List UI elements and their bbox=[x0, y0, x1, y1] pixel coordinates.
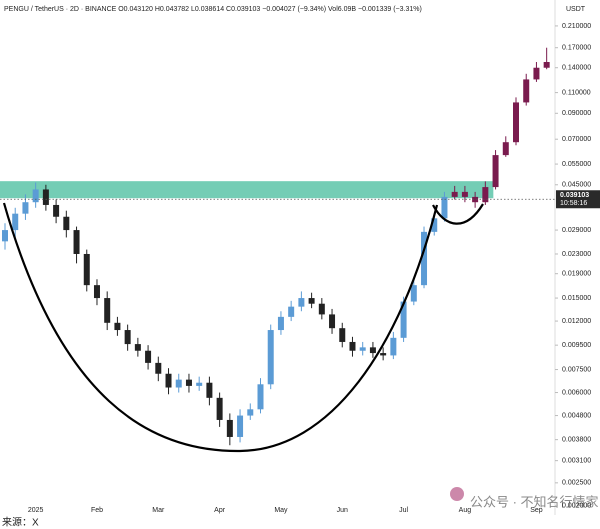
candle-body bbox=[134, 344, 141, 351]
y-tick-label: 0.009500 bbox=[562, 342, 591, 349]
candle-body bbox=[308, 298, 315, 304]
handle-curve bbox=[432, 203, 484, 225]
candle-body bbox=[206, 382, 213, 398]
candle-body bbox=[472, 196, 479, 203]
candle-body bbox=[175, 379, 182, 388]
candle-body bbox=[329, 314, 336, 329]
y-tick-label: 0.090000 bbox=[562, 110, 591, 117]
candle-body bbox=[369, 347, 376, 354]
y-tick-label: 0.045000 bbox=[562, 182, 591, 189]
candle-body bbox=[114, 322, 121, 331]
candle-body bbox=[53, 204, 60, 217]
watermark-text: 公众号 · 不知名行情家 bbox=[470, 494, 599, 509]
candle-body bbox=[298, 298, 305, 307]
x-tick-label: Feb bbox=[91, 507, 103, 514]
x-tick-label: May bbox=[274, 507, 288, 514]
candle-body bbox=[318, 303, 325, 315]
candle-body bbox=[288, 306, 295, 317]
last-time: 10:58:16 bbox=[560, 200, 587, 207]
x-tick-label: Jul bbox=[399, 507, 408, 514]
candle-body bbox=[533, 67, 540, 80]
candle-body bbox=[410, 285, 417, 302]
x-tick-label: 2025 bbox=[28, 507, 44, 514]
candle-body bbox=[421, 231, 428, 286]
candle-body bbox=[155, 362, 162, 374]
x-tick-label: Apr bbox=[214, 507, 226, 514]
candle-body bbox=[196, 382, 203, 386]
y-tick-label: 0.170000 bbox=[562, 45, 591, 52]
candle-body bbox=[22, 202, 29, 214]
candle-body bbox=[380, 353, 387, 356]
candle-body bbox=[73, 230, 80, 254]
candle-body bbox=[42, 189, 49, 205]
last-price: 0.039103 bbox=[560, 192, 589, 199]
candle-body bbox=[247, 409, 254, 416]
y-tick-label: 0.140000 bbox=[562, 65, 591, 72]
y-tick-label: 0.210000 bbox=[562, 23, 591, 30]
candle-body bbox=[165, 373, 172, 388]
x-tick-label: Jun bbox=[337, 507, 348, 514]
watermark: 公众号 · 不知名行情家 bbox=[450, 487, 599, 509]
candle-body bbox=[461, 191, 468, 197]
candle-body bbox=[226, 419, 233, 437]
y-tick-label: 0.012000 bbox=[562, 318, 591, 325]
candle-body bbox=[400, 301, 407, 338]
candle-body bbox=[237, 415, 244, 437]
y-tick-label: 0.029000 bbox=[562, 227, 591, 234]
candle-body bbox=[63, 216, 70, 231]
y-tick-label: 0.110000 bbox=[562, 89, 591, 96]
candle-body bbox=[2, 230, 8, 242]
y-tick-label: 0.002500 bbox=[562, 480, 591, 487]
y-tick-label: 0.019000 bbox=[562, 271, 591, 278]
candle-body bbox=[543, 61, 550, 68]
candle-body bbox=[359, 347, 366, 351]
last-price-box bbox=[556, 190, 600, 209]
y-tick-label: 0.002000 bbox=[562, 503, 591, 510]
candle-body bbox=[12, 213, 19, 231]
candle-body bbox=[390, 337, 397, 356]
candle-body bbox=[523, 79, 530, 103]
candle-body bbox=[185, 379, 192, 386]
candle-body bbox=[104, 298, 111, 323]
candle-body bbox=[441, 196, 448, 219]
header: PENGU / TetherUS · 2D · BINANCE O0.04312… bbox=[4, 6, 422, 13]
candle-body bbox=[216, 397, 223, 420]
cup-curve bbox=[2, 202, 439, 453]
watermark-icon bbox=[450, 487, 464, 501]
candle-body bbox=[492, 155, 499, 188]
y-tick-label: 0.070000 bbox=[562, 136, 591, 143]
candle-body bbox=[431, 218, 438, 232]
y-tick-label: 0.023000 bbox=[562, 251, 591, 258]
resistance-zone bbox=[0, 181, 494, 199]
candle-body bbox=[124, 330, 131, 345]
y-tick-label: 0.007500 bbox=[562, 366, 591, 373]
candle-body bbox=[482, 187, 489, 203]
candle-body bbox=[339, 328, 346, 342]
candle-body bbox=[349, 341, 356, 351]
candle-body bbox=[32, 189, 39, 203]
y-tick-label: 0.006000 bbox=[562, 389, 591, 396]
candle-body bbox=[451, 191, 458, 197]
candle-body bbox=[257, 384, 264, 410]
currency: USDT bbox=[566, 6, 586, 13]
candle-body bbox=[277, 316, 284, 331]
x-tick-label: Sep bbox=[530, 507, 543, 514]
y-tick-label: 0.015000 bbox=[562, 295, 591, 302]
candle-body bbox=[513, 102, 519, 143]
y-tick-label: 0.055000 bbox=[562, 161, 591, 168]
x-tick-label: Mar bbox=[152, 507, 165, 514]
y-tick-label: 0.003100 bbox=[562, 457, 591, 464]
candle-body bbox=[145, 350, 152, 363]
y-tick-label: 0.003800 bbox=[562, 436, 591, 443]
candle-body bbox=[267, 330, 274, 385]
x-tick-label: Aug bbox=[459, 507, 472, 514]
candle-body bbox=[83, 253, 90, 286]
source: 来源：X bbox=[2, 516, 39, 529]
candle-body bbox=[93, 285, 100, 299]
candle-body bbox=[502, 142, 509, 156]
y-tick-label: 0.004800 bbox=[562, 412, 591, 419]
